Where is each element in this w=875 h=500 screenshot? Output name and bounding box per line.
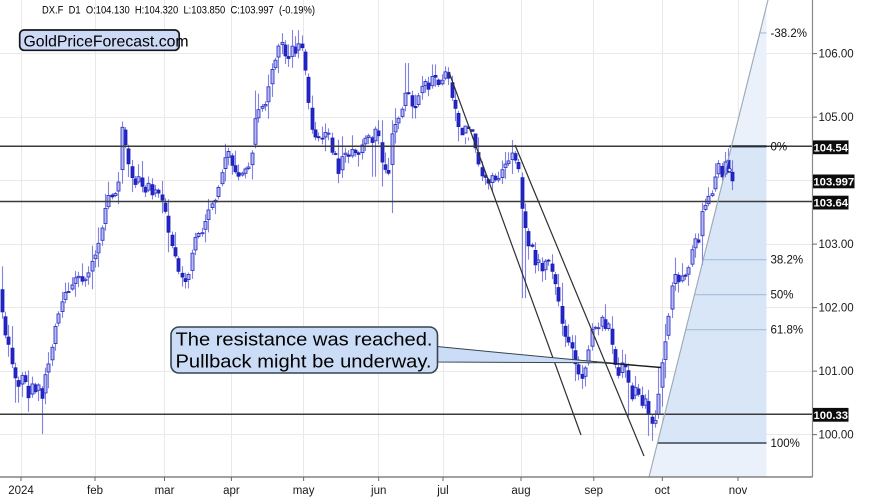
svg-text:100%: 100%: [771, 438, 800, 450]
svg-text:jun: jun: [370, 485, 386, 497]
svg-text:mar: mar: [155, 485, 175, 497]
svg-text:aug: aug: [511, 485, 530, 497]
svg-text:101.00: 101.00: [819, 366, 854, 378]
svg-text:jul: jul: [436, 485, 449, 497]
svg-text:106.00: 106.00: [819, 49, 854, 61]
svg-text:102.00: 102.00: [819, 303, 854, 315]
svg-text:GoldPriceForecast.com: GoldPriceForecast.com: [24, 33, 189, 50]
svg-text:apr: apr: [223, 485, 240, 497]
svg-text:The resistance was reached.: The resistance was reached.: [176, 330, 433, 350]
svg-text:61.8%: 61.8%: [771, 325, 804, 337]
svg-text:105.00: 105.00: [819, 112, 854, 124]
svg-text:nov: nov: [729, 485, 748, 497]
svg-text:may: may: [293, 485, 315, 497]
svg-text:2024: 2024: [8, 485, 34, 497]
svg-text:38.2%: 38.2%: [771, 255, 804, 267]
svg-text:100.33: 100.33: [814, 410, 849, 422]
svg-text:feb: feb: [87, 485, 103, 497]
svg-text:100.00: 100.00: [819, 430, 854, 442]
svg-text:Pullback might be underway.: Pullback might be underway.: [176, 352, 432, 372]
svg-text:103.64: 103.64: [814, 198, 849, 210]
svg-text:103.00: 103.00: [819, 239, 854, 251]
svg-text:50%: 50%: [771, 290, 794, 302]
svg-text:104.54: 104.54: [814, 142, 849, 154]
svg-text:DX.F D1 O:104.130 H:104.320: DX.F D1 O:104.130 H:104.320 L:103.850 C:…: [42, 5, 315, 17]
svg-text:sep: sep: [585, 485, 604, 497]
svg-text:103.997: 103.997: [813, 177, 854, 189]
svg-text:-38.2%: -38.2%: [771, 28, 807, 40]
svg-text:0%: 0%: [771, 141, 788, 153]
svg-text:oct: oct: [655, 485, 671, 497]
